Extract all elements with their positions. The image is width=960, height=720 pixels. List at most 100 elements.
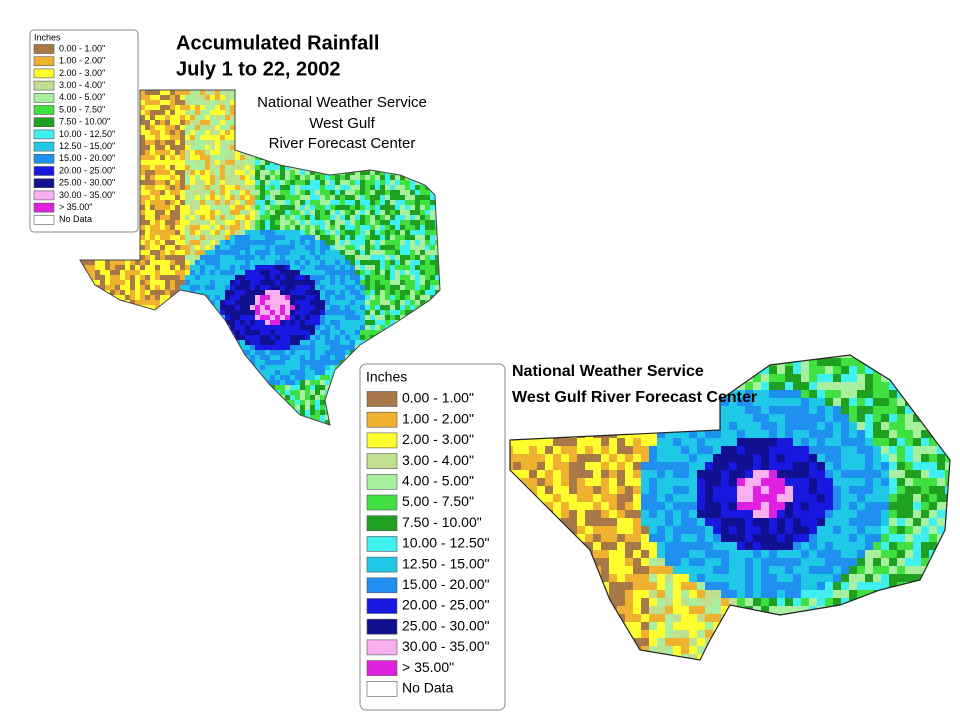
rain-cell xyxy=(330,410,336,416)
rain-cell xyxy=(115,340,121,346)
rain-cell xyxy=(350,380,356,386)
rain-cell xyxy=(205,370,211,376)
rain-cell xyxy=(260,235,266,241)
rain-cell xyxy=(325,205,331,211)
rain-cell xyxy=(425,150,431,156)
rain-cell xyxy=(100,250,106,256)
rain-cell xyxy=(85,400,91,406)
rain-cell xyxy=(430,105,436,111)
rain-cell xyxy=(220,300,226,306)
rain-cell xyxy=(375,300,381,306)
rain-cell xyxy=(125,235,131,241)
rain-cell xyxy=(225,340,231,346)
rain-cell xyxy=(285,155,291,161)
rain-cell xyxy=(195,95,201,101)
rain-cell xyxy=(420,315,426,321)
rain-cell xyxy=(335,285,341,291)
rain-cell xyxy=(150,105,156,111)
rain-cell xyxy=(420,300,426,306)
rain-cell xyxy=(85,235,91,241)
rain-cell xyxy=(165,295,171,301)
rain-cell xyxy=(320,325,326,331)
rain-cell xyxy=(390,300,396,306)
rain-cell xyxy=(400,220,406,226)
rain-cell xyxy=(135,340,141,346)
rain-cell xyxy=(280,410,286,416)
rain-cell xyxy=(80,245,81,251)
rain-cell xyxy=(130,265,136,271)
rain-cell xyxy=(275,405,281,411)
rain-cell xyxy=(430,110,436,116)
rain-cell xyxy=(105,265,111,271)
rain-cell xyxy=(350,210,356,216)
rain-cell xyxy=(260,230,266,236)
rain-cell xyxy=(415,135,421,141)
rain-cell xyxy=(280,240,286,246)
rain-cell xyxy=(165,105,171,111)
rain-cell xyxy=(425,220,431,226)
rain-cell xyxy=(385,355,391,361)
rain-cell xyxy=(310,305,316,311)
rain-cell xyxy=(310,220,316,226)
rain-cell xyxy=(205,160,211,166)
rain-cell xyxy=(165,335,171,341)
rain-cell xyxy=(165,275,171,281)
rain-cell xyxy=(340,320,346,326)
rain-cell xyxy=(280,345,286,351)
rain-cell xyxy=(110,325,116,331)
rain-cell xyxy=(365,90,371,91)
rain-cell xyxy=(285,225,291,231)
rain-cell xyxy=(160,105,166,111)
rain-cell xyxy=(240,240,246,246)
rain-cell xyxy=(250,90,256,96)
rain-cell xyxy=(315,175,321,181)
rain-cell xyxy=(430,315,436,321)
rain-cell xyxy=(410,275,416,281)
rain-cell xyxy=(125,290,131,296)
rain-cell xyxy=(200,405,206,411)
rain-cell xyxy=(245,305,251,311)
rain-cell xyxy=(375,155,381,161)
rain-cell xyxy=(380,120,386,126)
rain-cell xyxy=(200,250,206,256)
rain-cell xyxy=(230,235,236,241)
rain-cell xyxy=(330,335,336,341)
rain-cell xyxy=(415,330,421,336)
rain-cell xyxy=(255,210,261,216)
rain-cell xyxy=(320,320,326,326)
rain-cell xyxy=(240,100,246,106)
rain-cell xyxy=(150,365,156,371)
rain-cell xyxy=(100,375,106,381)
rain-cell xyxy=(395,330,401,336)
rain-cell xyxy=(120,325,126,331)
rain-cell xyxy=(170,335,176,341)
rain-cell xyxy=(280,210,286,216)
rain-cell xyxy=(300,285,306,291)
rain-cell xyxy=(210,300,216,306)
rain-cell xyxy=(165,330,171,336)
rain-cell xyxy=(415,195,421,201)
rain-cell xyxy=(150,240,156,246)
rain-cell xyxy=(165,415,171,421)
rain-cell xyxy=(100,330,106,336)
rain-cell xyxy=(215,160,221,166)
rain-cell xyxy=(170,170,176,176)
rain-cell xyxy=(220,140,226,146)
rain-cell xyxy=(255,315,261,321)
rain-cell xyxy=(200,195,206,201)
rain-cell xyxy=(215,185,221,191)
rain-cell xyxy=(380,295,386,301)
rain-cell xyxy=(180,255,186,261)
rain-cell xyxy=(180,315,186,321)
rain-cell xyxy=(305,425,311,431)
rain-cell xyxy=(240,105,246,111)
rain-cell xyxy=(135,320,141,326)
rain-cell xyxy=(230,350,236,356)
rain-cell xyxy=(235,120,241,126)
rain-cell xyxy=(245,205,251,211)
rain-cell xyxy=(360,270,366,276)
rain-cell xyxy=(215,335,221,341)
rain-cell xyxy=(370,260,376,266)
rain-cell xyxy=(240,135,246,141)
rain-cell xyxy=(370,190,376,196)
